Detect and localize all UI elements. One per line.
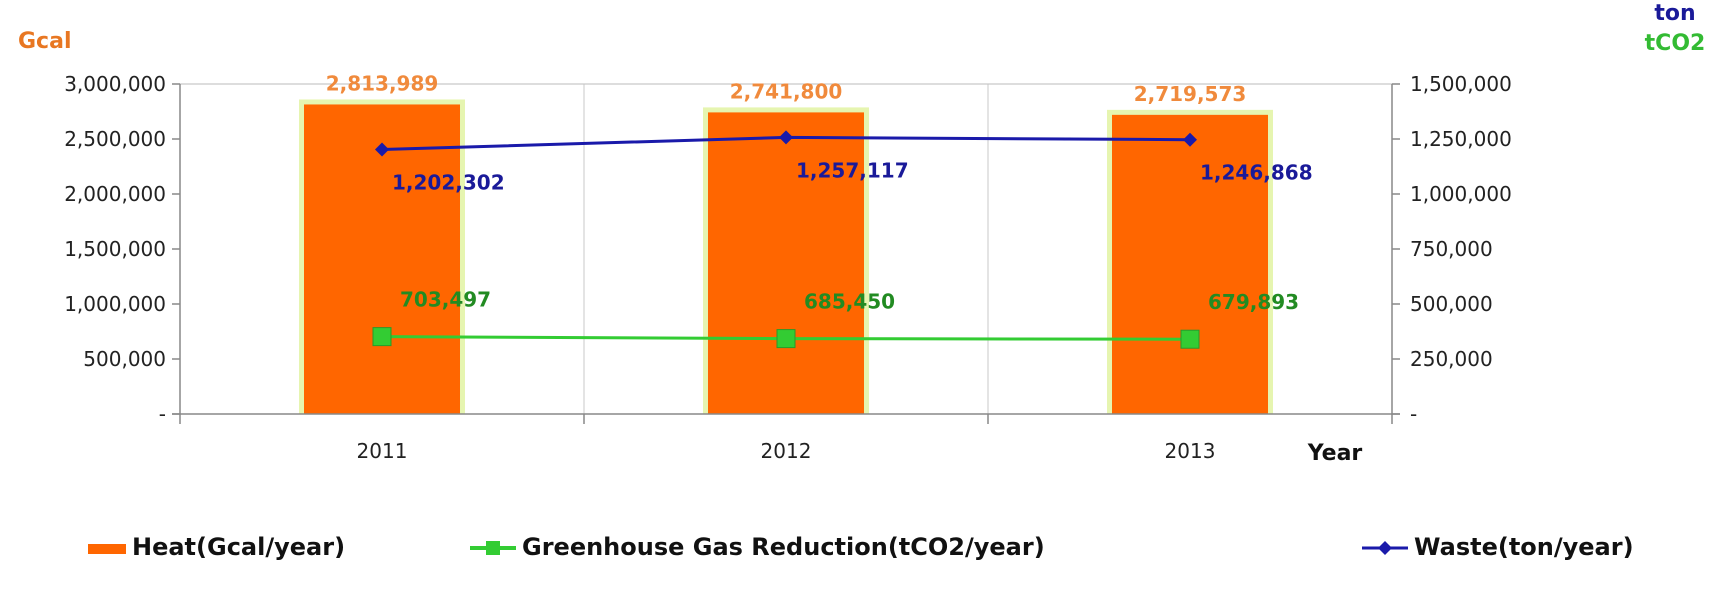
ghg-marker [776,329,796,349]
legend: Heat(Gcal/year) Greenhouse Gas Reduction(… [88,533,1634,561]
heat-data-label: 2,741,800 [730,79,843,103]
right-tick-label: 250,000 [1410,347,1493,371]
legend-label-heat: Heat(Gcal/year) [132,533,345,561]
right-axis-title-ton: ton [1654,1,1695,26]
x-axis-title: Year [1307,441,1363,466]
left-tick-label: 3,000,000 [64,72,166,96]
axis-ticks: 3,000,000 2,500,000 2,000,000 1,500,000 1,00… [64,72,1512,463]
left-tick-label: 2,500,000 [64,127,166,151]
ghg-data-label: 679,893 [1208,290,1299,314]
right-tick-label: 1,000,000 [1410,182,1512,206]
ghg-data-label: 685,450 [804,290,895,314]
series-lines [372,130,1200,349]
waste-marker [779,130,793,145]
waste-data-label: 1,246,868 [1200,161,1313,185]
waste-data-label: 1,202,302 [392,170,505,194]
left-tick-label: - [159,402,166,426]
legend-swatch-waste-marker [1378,541,1392,555]
ghg-marker [1180,329,1200,349]
legend-label-ghg: Greenhouse Gas Reduction(tCO2/year) [522,533,1045,561]
right-tick-label: 750,000 [1410,237,1493,261]
heat-bar [708,112,864,414]
heat-data-label: 2,813,989 [326,71,439,95]
left-tick-label: 2,000,000 [64,182,166,206]
x-tick-label: 2011 [357,439,408,463]
ghg-marker [372,327,392,347]
waste-marker [1183,132,1197,147]
right-tick-label: 1,250,000 [1410,127,1512,151]
x-tick-label: 2013 [1165,439,1216,463]
legend-swatch-ghg-marker [486,541,500,555]
data-labels: 2,813,989 2,741,800 2,719,573 703,497 685,45… [326,71,1313,314]
left-axis-title: Gcal [18,29,72,54]
right-axis-title-tco2: tCO2 [1645,31,1706,56]
heat-data-label: 2,719,573 [1134,82,1247,106]
legend-swatch-heat [88,544,126,554]
right-tick-label: 1,500,000 [1410,72,1512,96]
waste-marker [375,142,389,157]
right-tick-label: 500,000 [1410,292,1493,316]
waste-data-label: 1,257,117 [796,158,909,182]
heat-bars [299,99,1273,414]
left-tick-label: 1,500,000 [64,237,166,261]
heat-bar [1112,114,1268,414]
right-tick-label: - [1410,402,1417,426]
left-tick-label: 500,000 [83,347,166,371]
legend-label-waste: Waste(ton/year) [1414,533,1634,561]
left-tick-label: 1,000,000 [64,292,166,316]
ghg-data-label: 703,497 [400,288,491,312]
x-tick-label: 2012 [761,439,812,463]
